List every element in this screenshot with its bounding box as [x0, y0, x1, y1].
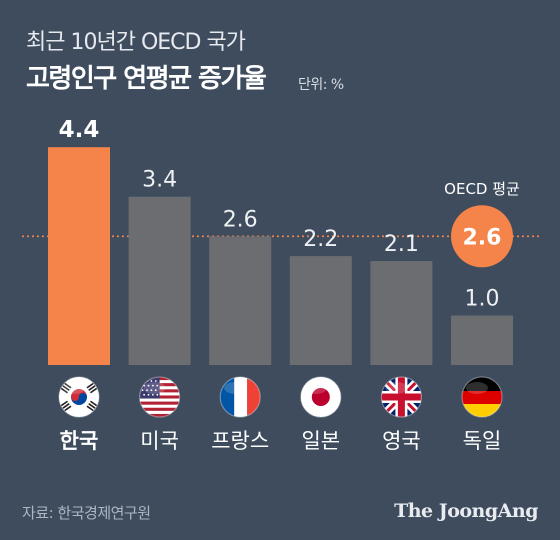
- uk-flag-icon: [380, 376, 422, 418]
- bar-usa: [128, 196, 191, 365]
- bar-value-label: 2.1: [384, 232, 419, 257]
- category-label: 일본: [301, 429, 340, 453]
- category-label: 독일: [463, 429, 502, 453]
- bar-value-label: 4.4: [59, 117, 100, 143]
- bar-germany: [451, 315, 513, 365]
- bar-uk: [370, 261, 433, 365]
- brand-logo: The JoongAng: [394, 500, 538, 522]
- oecd-average-label: OECD 평균: [444, 180, 520, 198]
- chart-subtitle: 최근 10년간 OECD 국가: [26, 30, 246, 55]
- germany-flag-icon: [461, 376, 503, 418]
- japan-flag-icon: [300, 376, 342, 418]
- usa-flag-icon: [139, 376, 181, 418]
- bar-value-label: 3.4: [142, 168, 177, 193]
- unit-label: 단위: %: [298, 77, 344, 93]
- bar-france: [209, 236, 272, 365]
- bar-korea: [48, 147, 110, 365]
- oecd-average-badge: [451, 205, 513, 268]
- bar-japan: [289, 256, 352, 365]
- category-label: 영국: [382, 429, 421, 453]
- category-label: 프랑스: [211, 429, 269, 453]
- source-note: 자료: 한국경제연구원: [22, 504, 151, 522]
- france-flag-icon: [219, 376, 261, 418]
- bar-value-label: 2.2: [303, 227, 338, 252]
- korea-flag-icon: [58, 376, 100, 418]
- oecd-average-value: 2.6: [463, 225, 502, 250]
- category-label: 미국: [140, 429, 179, 453]
- category-label: 한국: [60, 429, 99, 453]
- bar-value-label: 1.0: [465, 287, 500, 312]
- chart-title: 고령인구 연평균 증가율: [26, 64, 267, 94]
- bar-value-label: 2.6: [223, 207, 258, 232]
